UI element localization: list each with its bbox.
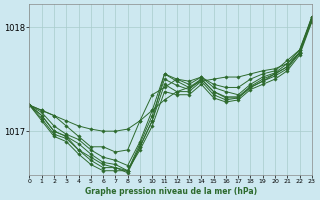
X-axis label: Graphe pression niveau de la mer (hPa): Graphe pression niveau de la mer (hPa)	[84, 187, 257, 196]
